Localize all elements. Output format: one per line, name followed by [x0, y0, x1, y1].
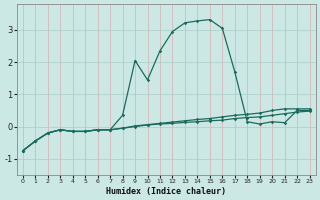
X-axis label: Humidex (Indice chaleur): Humidex (Indice chaleur)	[106, 187, 226, 196]
